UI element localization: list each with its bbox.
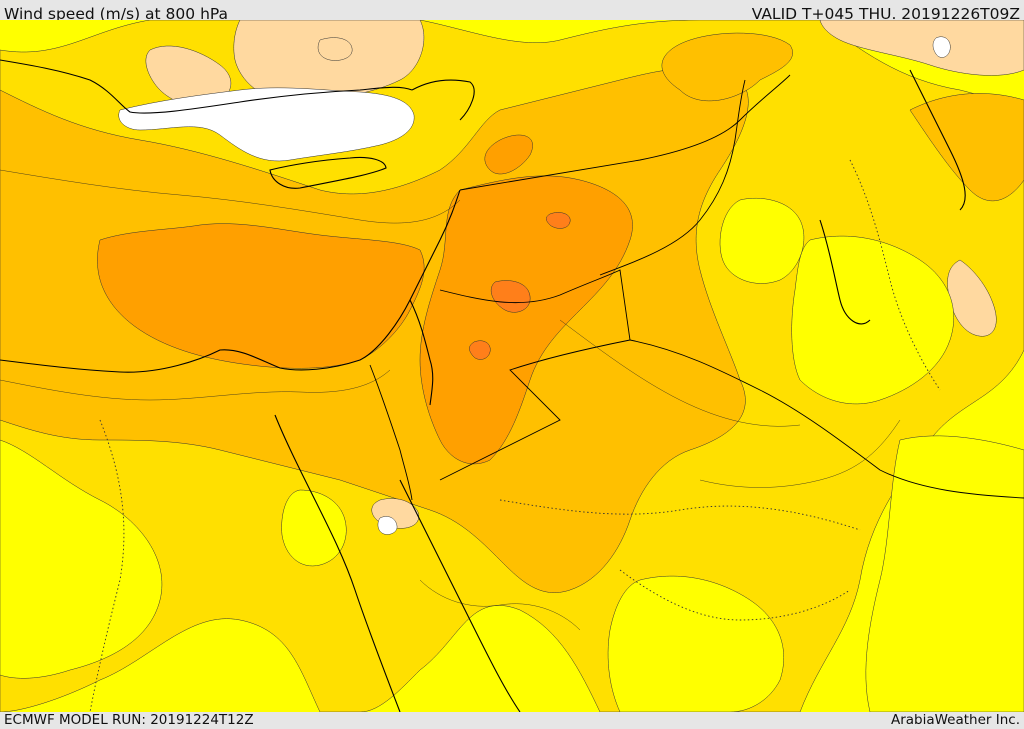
map-title: Wind speed (m/s) at 800 hPa <box>4 5 229 23</box>
border-iraq <box>599 79 746 276</box>
contour-line-1 <box>0 169 461 224</box>
field-white-2 <box>377 516 398 535</box>
field-yellow-iraq <box>719 197 805 284</box>
field-white-3 <box>932 36 951 58</box>
field-tan-misc <box>317 37 353 61</box>
coastline-caspian <box>909 69 966 211</box>
coastline-gulf <box>819 219 871 325</box>
model-run-label: ECMWF MODEL RUN: 20191224T12Z <box>4 712 254 728</box>
field-tan-north-3 <box>819 20 1024 76</box>
map-canvas[interactable] <box>0 20 1024 712</box>
valid-time: VALID T+045 THU. 20191226T09Z <box>751 5 1020 23</box>
wind-speed-map <box>0 20 1024 712</box>
field-white-1 <box>118 87 415 162</box>
field-yellow-arabia <box>607 575 784 712</box>
field-tan-caspian <box>947 259 997 337</box>
contour-line-3 <box>559 319 801 427</box>
field-yellow-se <box>865 435 1024 712</box>
contour-line-5 <box>699 419 901 488</box>
border-sub-4 <box>619 569 851 621</box>
field-orange-anatolia <box>97 223 425 369</box>
field-darkorange-1 <box>490 280 531 313</box>
header-bar: Wind speed (m/s) at 800 hPa VALID T+045 … <box>0 0 1024 23</box>
border-egypt <box>369 364 413 501</box>
coastline-redsea-east <box>399 479 521 712</box>
contour-line-2 <box>0 369 391 401</box>
border-turkey-syria <box>459 74 791 191</box>
coastline-turkey-north <box>0 59 413 114</box>
coastline-levant <box>409 299 434 406</box>
coastline-redsea-west <box>274 414 401 712</box>
field-yellow-sinai <box>281 489 347 567</box>
border-jordan <box>439 269 631 481</box>
field-amber-gulf <box>661 32 793 102</box>
border-saudi <box>629 339 1024 499</box>
coastline-cyprus <box>269 156 387 189</box>
coastline-black-sea <box>411 79 475 121</box>
border-sub-2 <box>499 499 861 531</box>
field-orange-levant <box>419 175 633 465</box>
field-yellow-egypt <box>0 439 163 679</box>
border-sub-3 <box>849 159 941 391</box>
coastline-mediterranean <box>0 189 461 373</box>
field-darkorange-2 <box>469 340 491 360</box>
contour-line-4 <box>419 579 581 631</box>
field-amber-east <box>909 93 1024 201</box>
field-darkorange-3 <box>546 212 571 229</box>
brand-label: ArabiaWeather Inc. <box>890 712 1020 728</box>
field-yellow-east <box>791 235 954 405</box>
field-orange-syria <box>484 134 533 175</box>
footer-bar: ECMWF MODEL RUN: 20191224T12Z ArabiaWeat… <box>0 712 1024 729</box>
